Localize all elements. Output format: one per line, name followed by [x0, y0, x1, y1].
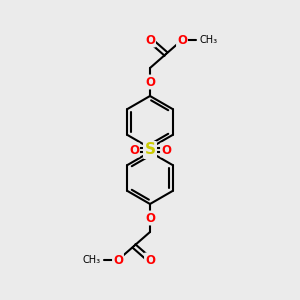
Text: O: O [161, 143, 171, 157]
Text: O: O [129, 143, 139, 157]
Text: O: O [145, 34, 155, 46]
Text: O: O [113, 254, 123, 266]
Text: CH₃: CH₃ [83, 255, 101, 265]
Text: O: O [145, 76, 155, 88]
Text: S: S [145, 142, 155, 158]
Text: O: O [145, 212, 155, 224]
Text: CH₃: CH₃ [199, 35, 217, 45]
Text: O: O [145, 254, 155, 266]
Text: O: O [177, 34, 187, 46]
